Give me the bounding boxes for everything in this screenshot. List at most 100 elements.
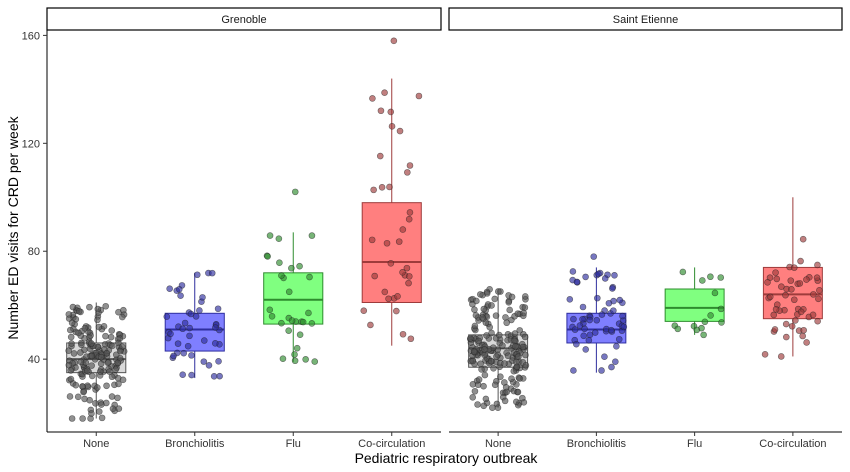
data-point [67,367,75,374]
data-point [571,326,579,333]
data-point [508,375,515,383]
data-point [215,358,222,365]
data-point [306,273,313,281]
data-point [102,302,110,310]
data-point [486,323,494,331]
data-point [501,360,508,367]
data-point [778,283,785,290]
data-point [163,313,171,320]
data-point [112,351,120,359]
data-point [396,127,404,135]
data-point [601,275,609,282]
y-tick-label: 80 [28,246,40,258]
data-point [585,337,593,344]
data-point [179,325,186,333]
data-point [519,394,526,402]
data-point [387,108,395,116]
data-point [516,327,524,334]
data-point [469,357,476,365]
data-point [508,293,516,301]
data-point [491,295,499,303]
data-point [598,311,606,318]
data-point [386,183,393,191]
data-point [75,308,83,315]
data-point [482,395,490,403]
data-point [493,353,500,360]
data-point [404,169,411,176]
data-point [488,302,495,309]
data-point [68,319,76,327]
data-point [471,387,479,395]
data-point [707,273,714,281]
data-point [381,89,388,96]
data-point [81,395,88,403]
data-point [782,291,789,299]
data-point [108,327,116,334]
data-point [581,325,588,333]
data-point [481,371,489,379]
data-point [264,253,271,260]
data-point [570,315,577,323]
data-point [381,288,389,296]
data-point [394,293,401,300]
data-point [114,359,121,367]
data-point [109,405,117,412]
data-point [293,344,301,352]
data-point [797,257,804,265]
data-point [506,306,513,314]
data-point [403,264,411,272]
data-point [276,259,283,266]
data-point [770,311,778,319]
data-point [472,312,480,319]
data-point [106,368,113,375]
panel-0: Grenoble None Bronchiolitis Flu Co-circulati… [46,7,442,450]
data-point [278,272,285,279]
data-point [616,296,624,304]
data-point [480,305,488,313]
data-point [520,309,527,317]
data-point [187,310,195,318]
data-point [788,285,795,293]
data-point [107,333,115,341]
data-point [492,312,500,319]
data-point [266,306,274,314]
data-point [788,322,796,330]
data-point [405,273,413,280]
data-point [288,317,296,324]
data-point [815,295,822,303]
data-point [514,310,522,317]
data-point [582,346,590,353]
data-point [67,375,75,383]
x-tick-label: None [485,438,511,450]
data-point [181,319,189,327]
data-point [790,264,798,271]
data-point [480,402,488,410]
data-point [477,360,484,368]
data-point [475,337,482,345]
data-point [615,335,623,343]
data-point [764,279,771,286]
data-point [199,294,206,301]
data-point [566,296,574,303]
data-point [810,291,817,298]
data-point [79,415,86,422]
data-point [96,368,104,375]
data-point [371,272,378,280]
data-point [717,305,725,313]
data-point [516,375,523,382]
data-point [376,152,384,160]
data-point [399,268,406,276]
data-point [97,353,105,361]
data-point [803,339,810,346]
data-point [773,275,781,283]
x-tick-label: Bronchiolitis [567,438,627,450]
data-point [383,239,391,247]
data-point [591,329,599,336]
data-point [296,331,304,339]
data-point [514,388,522,396]
data-point [700,331,707,339]
data-point [772,305,780,313]
data-point [385,295,392,303]
data-point [79,383,86,390]
panels-layer: Grenoble None Bronchiolitis Flu Co-circulati… [46,7,843,450]
